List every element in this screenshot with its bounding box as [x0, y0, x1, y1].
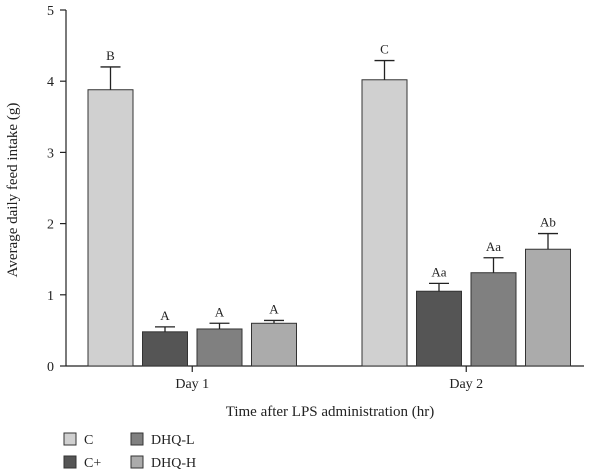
legend-label: DHQ-L	[151, 433, 195, 448]
legend-label: C	[84, 433, 93, 448]
x-axis-title: Time after LPS administration (hr)	[226, 404, 435, 420]
y-tick-label: 3	[47, 146, 54, 161]
bar	[87, 89, 134, 367]
bar	[416, 290, 462, 367]
legend-swatch	[130, 432, 144, 446]
y-tick-label: 2	[47, 218, 54, 233]
bar	[196, 328, 243, 367]
x-tick-label: Day 2	[449, 377, 483, 392]
bar	[251, 322, 297, 367]
bar	[361, 79, 408, 367]
chart-labels: 0 1 2 3 4 5 B A A A Day 1 C Aa Aa Ab Day 2	[47, 4, 556, 392]
legend-swatch	[63, 455, 77, 469]
significance-label: A	[160, 308, 170, 323]
legend-swatch	[63, 432, 77, 446]
significance-label: Aa	[431, 264, 446, 279]
bar	[142, 331, 188, 367]
legend-label: DHQ-H	[151, 456, 196, 471]
y-tick-label: 0	[47, 360, 54, 375]
legend-item: C+	[63, 455, 101, 471]
significance-label: A	[215, 304, 225, 319]
chart-bars	[87, 59, 571, 367]
y-tick-label: 4	[47, 75, 54, 90]
bar	[525, 248, 571, 367]
legend-item: DHQ-H	[130, 455, 196, 471]
legend-label: C+	[84, 456, 101, 471]
y-axis-title: Average daily feed intake (g)	[5, 103, 21, 278]
legend-item: DHQ-L	[130, 432, 195, 448]
x-tick-label: Day 1	[175, 377, 209, 392]
significance-label: Ab	[540, 215, 556, 230]
significance-label: B	[106, 48, 115, 63]
significance-label: Aa	[486, 239, 501, 254]
bar	[470, 272, 517, 367]
chart-legend: C C+ DHQ-L DHQ-H	[63, 432, 196, 471]
legend-swatch	[130, 455, 144, 469]
significance-label: A	[269, 301, 279, 316]
y-tick-label: 5	[47, 4, 54, 19]
y-tick-label: 1	[47, 289, 54, 304]
legend-item: C	[63, 432, 93, 448]
significance-label: C	[380, 42, 389, 57]
